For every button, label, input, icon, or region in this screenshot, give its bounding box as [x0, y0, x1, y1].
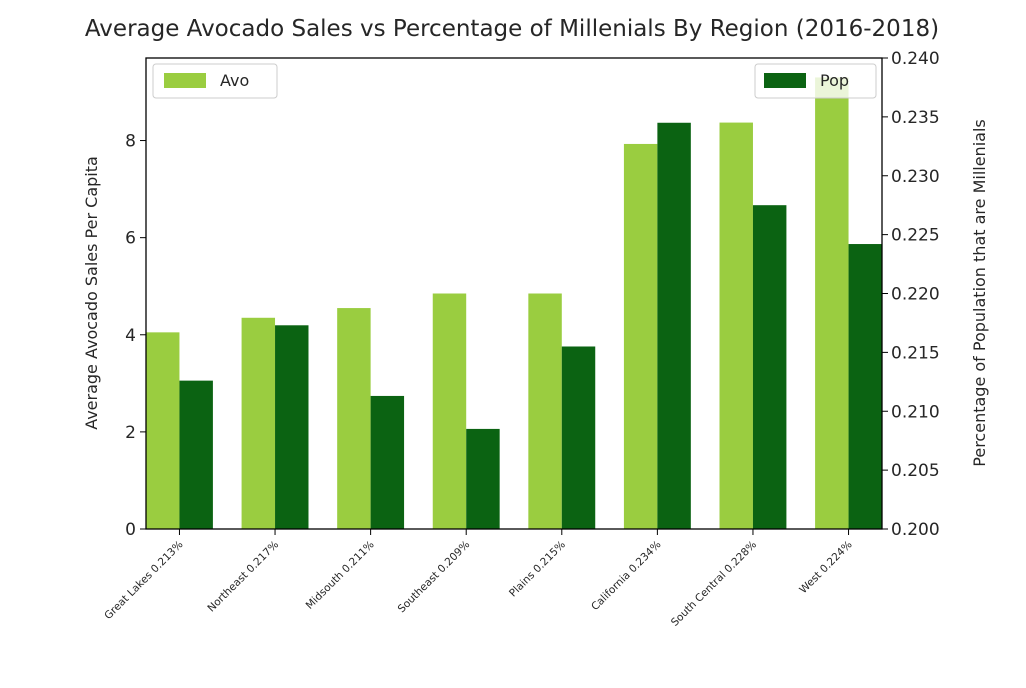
avo-bar [623, 143, 658, 529]
pop-bar [657, 122, 691, 529]
pop-bar [370, 395, 405, 529]
left-axis: 0 2 4 6 8 [125, 132, 146, 540]
legend-avo: Avo [152, 63, 278, 99]
right-axis: 0.200 0.205 0.210 0.215 0.220 0.225 0.230 0.235… [882, 49, 940, 540]
y2-tick-label: 0.240 [891, 49, 940, 69]
y2-tick-label: 0.235 [891, 108, 940, 128]
y-axis-label: Average Avocado Sales Per Capita [82, 156, 101, 430]
pop-bar [752, 205, 787, 529]
avo-bar [528, 293, 562, 529]
y2-tick-label: 0.200 [891, 520, 940, 540]
pop-bar [275, 325, 309, 529]
avo-bar [337, 308, 371, 529]
legend-pop: Pop [754, 63, 877, 99]
x-tick-label: Southeast 0.209% [396, 539, 473, 616]
avo-bar [241, 317, 276, 529]
legend-swatch-avo [164, 73, 206, 88]
pop-bar [848, 244, 882, 529]
y2-tick-label: 0.215 [891, 343, 940, 363]
y2-tick-label: 0.210 [891, 402, 940, 422]
pop-bar [179, 380, 213, 529]
pop-bar [466, 428, 500, 529]
x-axis: Great Lakes 0.213% Northeast 0.217% Midsou… [102, 529, 855, 629]
x-tick-label: Plains 0.215% [507, 539, 568, 600]
x-tick-label: West 0.224% [797, 539, 854, 596]
y2-tick-label: 0.225 [891, 226, 940, 246]
chart-title: Average Avocado Sales vs Percentage of M… [85, 16, 939, 42]
legend-label-avo: Avo [220, 71, 249, 90]
legend-frame [754, 63, 877, 99]
avo-bar [815, 77, 849, 529]
legend-swatch-pop [764, 73, 806, 88]
x-tick-label: Great Lakes 0.213% [102, 539, 185, 622]
x-tick-label: California 0.234% [589, 539, 663, 613]
pop-bar [561, 346, 596, 529]
bar-group [146, 77, 882, 529]
y-tick-label: 2 [125, 423, 136, 443]
x-tick-label: Northeast 0.217% [205, 539, 281, 615]
y2-tick-label: 0.205 [891, 461, 940, 481]
y2-axis-label: Percentage of Population that are Millen… [970, 119, 989, 466]
y-tick-label: 6 [125, 229, 136, 249]
avo-bar [719, 122, 753, 529]
legend-frame [152, 63, 278, 99]
avo-bar [146, 332, 180, 529]
y-tick-label: 0 [125, 520, 136, 540]
y-tick-label: 8 [125, 132, 136, 152]
y2-tick-label: 0.230 [891, 167, 940, 187]
x-tick-label: Midsouth 0.211% [304, 539, 377, 612]
avo-bar [432, 293, 467, 529]
legend-label-pop: Pop [820, 71, 849, 90]
y-tick-label: 4 [125, 326, 136, 346]
y2-tick-label: 0.220 [891, 285, 940, 305]
x-tick-label: South Central 0.228% [669, 539, 759, 629]
